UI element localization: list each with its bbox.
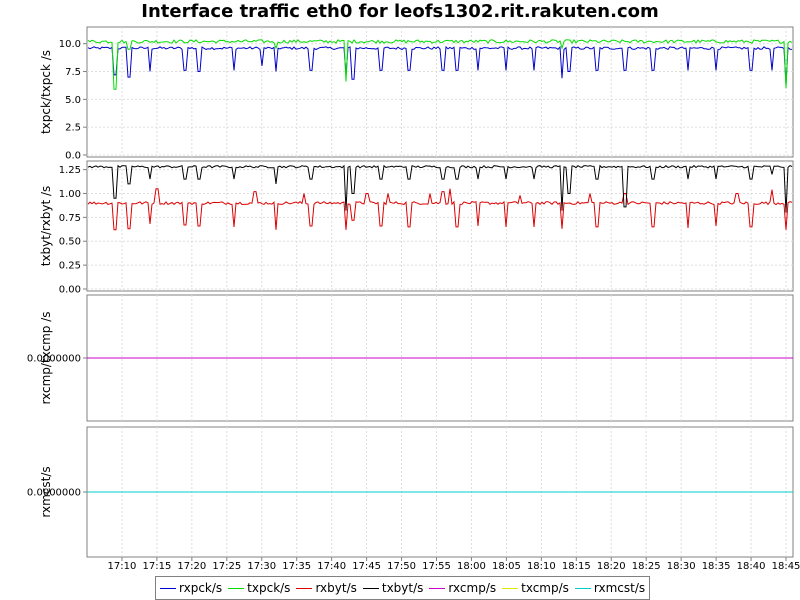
x-tick-label: 18:35: [702, 561, 731, 572]
y-tick-label: 1.00: [59, 189, 81, 200]
x-tick-label: 18:05: [492, 561, 521, 572]
y-tick-label: 10.0: [59, 39, 81, 50]
plot-panel-2: [86, 160, 794, 292]
y-axis-label: txbyt/rxbyt /s: [39, 186, 53, 267]
legend-swatch: [160, 587, 176, 589]
legend-label: rxpck/s: [179, 581, 223, 595]
legend-item: txpck/s: [228, 581, 290, 595]
y-tick-label: 1.25: [59, 165, 81, 176]
y-tick-label: 0.00: [59, 285, 81, 296]
series-line-rxpck: [87, 45, 793, 85]
x-tick-label: 18:40: [737, 561, 766, 572]
y-tick-label: 0.0: [65, 151, 81, 162]
x-tick-label: 17:20: [177, 561, 206, 572]
series-line-rxbyt: [87, 188, 793, 231]
y-tick-label: 5.0: [65, 95, 81, 106]
y-tick-label: 7.5: [65, 67, 81, 78]
legend-item: txcmp/s: [502, 581, 569, 595]
chart-title: Interface traffic eth0 for leofs1302.rit…: [141, 1, 659, 22]
x-tick-label: 18:25: [632, 561, 661, 572]
legend-item: rxpck/s: [160, 581, 222, 595]
legend-label: txcmp/s: [521, 581, 569, 595]
x-tick-label: 18:45: [772, 561, 800, 572]
y-tick-label: 2.5: [65, 123, 81, 134]
x-tick-label: 18:00: [457, 561, 486, 572]
series-line-txpck: [87, 39, 793, 90]
legend-item: rxmcst/s: [574, 581, 646, 595]
legend-label: rxmcst/s: [593, 581, 646, 595]
x-tick-label: 17:15: [142, 561, 171, 572]
plot-panel-1: [86, 26, 794, 158]
legend-item: rxbyt/s: [296, 581, 357, 595]
legend-label: rxcmp/s: [448, 581, 497, 595]
x-tick-label: 17:30: [247, 561, 276, 572]
x-tick-label: 17:40: [317, 561, 346, 572]
x-tick-label: 17:10: [108, 561, 137, 572]
legend-swatch: [362, 587, 379, 589]
y-tick-label: 0.0000000: [27, 354, 81, 365]
y-axis-label: rxcmp/txcmp /s: [39, 311, 53, 404]
legend-item: rxcmp/s: [429, 581, 496, 595]
x-tick-label: 18:20: [597, 561, 626, 572]
x-tick-label: 18:10: [527, 561, 556, 572]
legend-swatch: [296, 587, 313, 589]
legend-item: txbyt/s: [362, 581, 424, 595]
y-tick-label: 0.50: [59, 237, 81, 248]
y-axis-label: txpck/txpck /s: [39, 50, 53, 134]
y-tick-label: 0.0000000: [27, 488, 81, 499]
y-tick-label: 0.75: [59, 213, 81, 224]
y-tick-label: 0.25: [59, 261, 81, 272]
x-tick-label: 17:35: [282, 561, 311, 572]
legend-swatch: [429, 587, 446, 589]
x-tick-label: 18:30: [667, 561, 696, 572]
legend-swatch: [502, 587, 519, 589]
legend-label: rxbyt/s: [315, 581, 357, 595]
x-tick-label: 17:55: [422, 561, 451, 572]
legend: rxpck/s txpck/s rxbyt/s txbyt/s rxcmp/s txcmp…: [155, 576, 651, 600]
x-tick-label: 17:45: [352, 561, 381, 572]
x-tick-label: 17:50: [387, 561, 416, 572]
y-axis-label: rxmcst/s: [39, 466, 53, 517]
legend-label: txbyt/s: [381, 581, 424, 595]
legend-label: txpck/s: [247, 581, 291, 595]
series-line-txbyt: [87, 164, 793, 213]
x-tick-label: 17:25: [212, 561, 241, 572]
x-tick-label: 18:15: [562, 561, 591, 572]
legend-swatch: [228, 587, 245, 589]
legend-swatch: [574, 587, 591, 589]
